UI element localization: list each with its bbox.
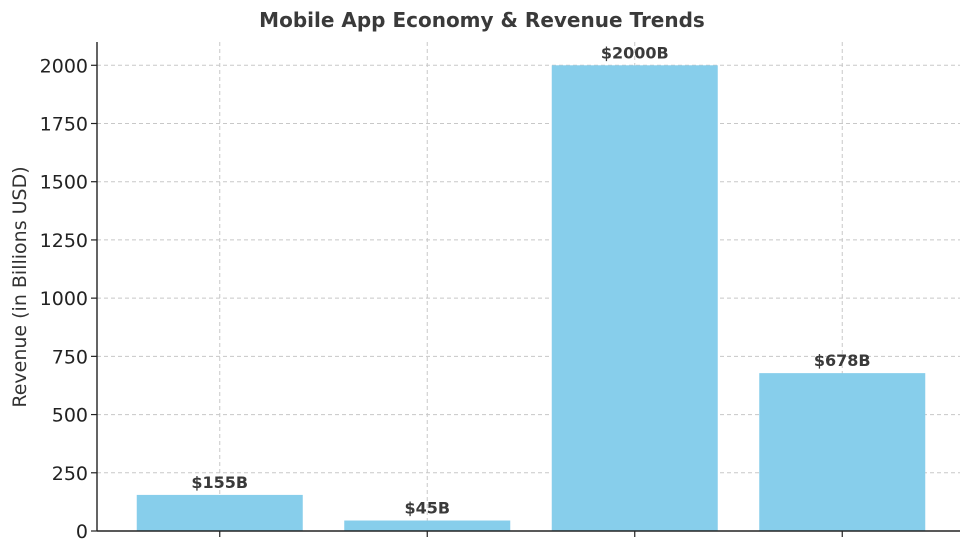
y-tick-label: 750 bbox=[52, 346, 88, 368]
x-axis-ticks bbox=[219, 531, 843, 537]
y-axis-label: Revenue (in Billions USD) bbox=[9, 166, 31, 407]
y-tick-label: 2000 bbox=[40, 55, 88, 77]
bar-value-label: $155B bbox=[191, 473, 248, 492]
bar-value-label: $45B bbox=[404, 499, 450, 518]
bar-value-label: $678B bbox=[814, 351, 871, 370]
y-tick-label: 500 bbox=[52, 405, 88, 427]
bar-value-label: $2000B bbox=[601, 43, 669, 62]
y-tick-label: 1000 bbox=[40, 288, 88, 310]
chart-title: Mobile App Economy & Revenue Trends bbox=[259, 8, 705, 32]
y-tick-label: 0 bbox=[76, 521, 88, 540]
y-tick-label: 1250 bbox=[40, 230, 88, 252]
bar bbox=[344, 520, 511, 531]
data-labels: $155B $45B $2000B $678B bbox=[191, 43, 870, 517]
y-tick-label: 1500 bbox=[40, 172, 88, 194]
bars bbox=[136, 65, 926, 532]
y-tick-label: 250 bbox=[52, 463, 88, 485]
y-axis-ticks: 0 250 500 750 1000 1250 1500 1750 2000 bbox=[40, 55, 97, 540]
bar bbox=[551, 65, 718, 532]
y-tick-label: 1750 bbox=[40, 114, 88, 136]
bar bbox=[136, 494, 303, 531]
bar bbox=[759, 373, 926, 531]
